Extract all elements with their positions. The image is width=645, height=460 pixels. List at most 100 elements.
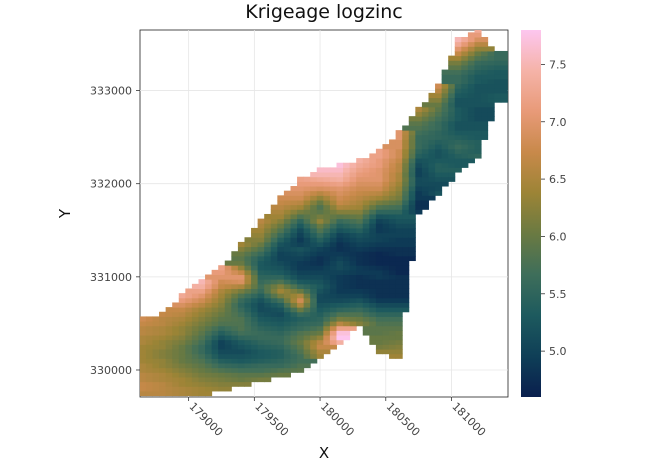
field-cell <box>402 204 410 210</box>
field-cell <box>191 316 199 322</box>
field-cell <box>198 358 206 364</box>
field-cell <box>474 50 482 57</box>
field-cell <box>145 390 153 397</box>
field-cell <box>408 139 416 145</box>
field-cell <box>270 311 278 317</box>
field-cell <box>375 321 383 327</box>
field-cell <box>415 172 423 178</box>
field-cell <box>251 330 259 336</box>
field-cell <box>454 69 462 75</box>
field-cell <box>145 386 153 392</box>
field-cell <box>178 330 186 336</box>
field-cell <box>257 325 265 331</box>
field-cell <box>435 106 443 113</box>
field-cell <box>205 344 213 350</box>
field-cell <box>270 302 278 308</box>
field-cell <box>316 293 324 299</box>
field-cell <box>191 307 199 313</box>
field-cell <box>211 363 219 369</box>
field-cell <box>467 116 475 122</box>
field-cell <box>435 125 443 131</box>
field-cell <box>244 321 252 327</box>
field-cell <box>244 311 252 317</box>
field-cell <box>165 335 173 341</box>
field-cell <box>467 111 475 117</box>
field-cell <box>382 204 390 210</box>
field-cell <box>178 335 186 341</box>
field-cell <box>323 218 331 224</box>
field-cell <box>481 46 489 52</box>
field-cell <box>237 293 245 299</box>
field-cell <box>310 293 318 299</box>
field-cell <box>356 237 364 243</box>
field-cell <box>461 74 469 80</box>
field-cell <box>448 106 456 113</box>
field-cell <box>408 195 416 201</box>
field-cell <box>349 279 357 285</box>
field-cell <box>191 344 199 350</box>
field-cell <box>461 83 469 89</box>
field-cell <box>198 279 206 285</box>
field-cell <box>290 218 298 224</box>
field-cell <box>421 195 429 201</box>
x-tick-label: 180500 <box>384 400 423 439</box>
field-cell <box>323 232 331 238</box>
field-cell <box>178 307 186 313</box>
field-cell <box>283 302 291 308</box>
field-cell <box>435 148 443 154</box>
field-cell <box>264 367 272 373</box>
field-cell <box>395 176 403 182</box>
field-cell <box>198 302 206 308</box>
field-cell <box>198 339 206 345</box>
field-cell <box>448 55 456 61</box>
field-cell <box>224 260 232 266</box>
field-cell <box>244 241 252 248</box>
field-cell <box>218 376 226 383</box>
field-cell <box>375 237 383 243</box>
field-cell <box>211 381 219 387</box>
field-cell <box>303 316 311 322</box>
field-cell <box>231 321 239 327</box>
field-cell <box>389 218 397 224</box>
field-cell <box>191 367 199 373</box>
field-cell <box>224 335 232 341</box>
field-cell <box>408 218 416 224</box>
field-cell <box>165 316 173 322</box>
field-cell <box>224 316 232 322</box>
field-cell <box>375 209 383 215</box>
field-cell <box>297 195 305 201</box>
field-cell <box>191 325 199 331</box>
field-cell <box>389 311 397 317</box>
field-cell <box>349 209 357 215</box>
field-cell <box>402 209 410 215</box>
field-cell <box>277 218 285 224</box>
field-cell <box>198 363 206 369</box>
field-cell <box>303 227 311 234</box>
field-cell <box>244 353 252 359</box>
field-cell <box>395 172 403 178</box>
field-cell <box>415 144 423 150</box>
field-cell <box>375 269 383 276</box>
field-cell <box>303 339 311 345</box>
field-cell <box>382 316 390 322</box>
field-cell <box>389 162 397 168</box>
field-cell <box>277 325 285 331</box>
field-cell <box>329 227 337 234</box>
field-cell <box>402 241 410 248</box>
field-cell <box>172 363 180 369</box>
field-cell <box>389 213 397 220</box>
field-cell <box>435 162 443 168</box>
field-cell <box>165 353 173 359</box>
field-cell <box>251 349 259 355</box>
field-cell <box>323 269 331 276</box>
field-cell <box>178 353 186 359</box>
field-cell <box>454 88 462 94</box>
field-cell <box>178 293 186 299</box>
field-cell <box>415 209 423 215</box>
field-cell <box>369 330 377 336</box>
field-cell <box>448 111 456 117</box>
field-cell <box>290 237 298 243</box>
field-cell <box>205 330 213 336</box>
field-cell <box>481 50 489 57</box>
field-cell <box>408 134 416 140</box>
